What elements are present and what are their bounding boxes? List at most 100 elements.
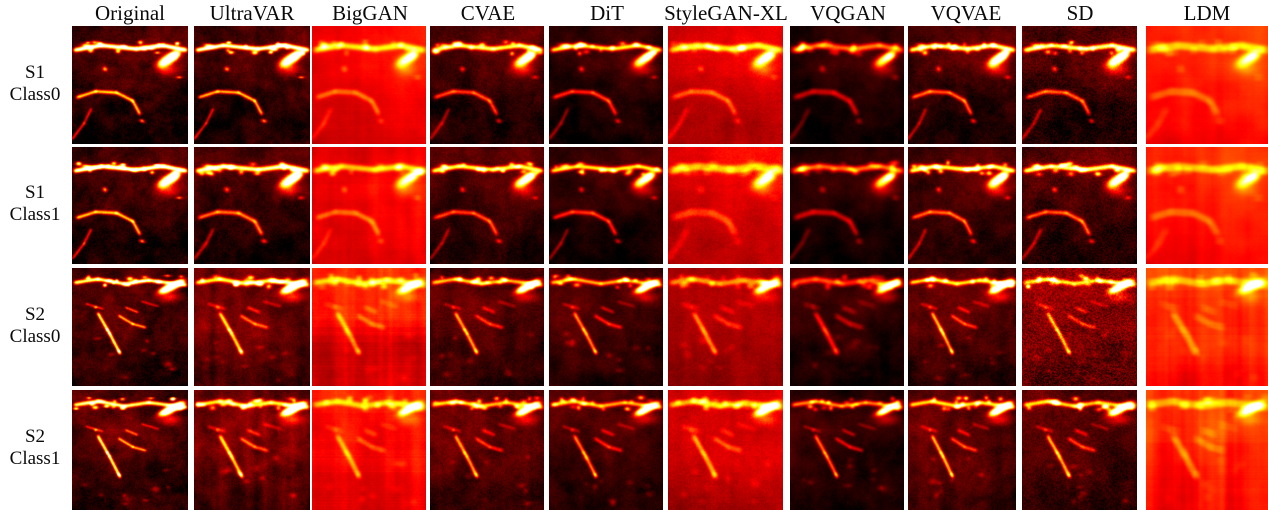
row-label-line2: Class0 [9, 326, 61, 348]
image-cell-s1c1-cvae [430, 147, 544, 264]
column-header-sd: SD [1066, 1, 1094, 25]
column-header-dit: DiT [590, 1, 624, 25]
column-header-ldm: LDM [1183, 1, 1231, 25]
thermal-image-s2c0-ultravar [194, 268, 310, 386]
row-label-s1c0: S1 Class0 [0, 62, 70, 107]
thermal-image-s1c1-original [72, 147, 188, 264]
image-cell-s2c0-ultravar [194, 268, 310, 386]
image-cell-s1c1-vqvae [908, 147, 1016, 264]
row-label-line1: S1 [24, 182, 46, 203]
thermal-image-s2c0-original [72, 268, 188, 386]
thermal-image-s2c1-sd [1022, 390, 1137, 510]
thermal-image-s2c1-cvae [430, 390, 544, 510]
thermal-image-s1c1-sd [1022, 147, 1137, 264]
thermal-image-s2c0-dit [549, 268, 663, 386]
column-header-cvae: CVAE [460, 1, 516, 25]
image-cell-s1c0-styleganxl [668, 26, 783, 144]
thermal-image-s1c0-dit [549, 26, 663, 144]
thermal-image-s2c0-styleganxl [668, 268, 783, 386]
thermal-image-s1c0-biggan [312, 26, 426, 144]
thermal-image-s1c1-vqgan [790, 147, 904, 264]
thermal-image-s2c1-original [72, 390, 188, 510]
image-cell-s1c0-vqvae [908, 26, 1016, 144]
image-cell-s2c0-ldm [1146, 268, 1268, 386]
column-header-vqvae: VQVAE [930, 1, 1002, 25]
thermal-image-s2c1-ldm [1146, 390, 1268, 510]
image-cell-s2c1-vqvae [908, 390, 1016, 510]
thermal-image-s1c0-ldm [1146, 26, 1268, 144]
image-cell-s1c0-dit [549, 26, 663, 144]
column-header-original: Original [95, 1, 165, 25]
column-header-biggan: BigGAN [332, 1, 408, 25]
thermal-image-s1c0-vqvae [908, 26, 1016, 144]
thermal-image-s2c0-biggan [312, 268, 426, 386]
image-cell-s2c0-styleganxl [668, 268, 783, 386]
thermal-image-s2c1-ultravar [194, 390, 310, 510]
image-cell-s2c0-original [72, 268, 188, 386]
thermal-image-s2c1-vqvae [908, 390, 1016, 510]
thermal-image-s1c0-sd [1022, 26, 1137, 144]
thermal-image-s1c1-cvae [430, 147, 544, 264]
image-cell-s1c0-original [72, 26, 188, 144]
image-cell-s2c0-biggan [312, 268, 426, 386]
image-cell-s1c0-sd [1022, 26, 1137, 144]
column-header-ultravar: UltraVAR [209, 1, 295, 25]
image-cell-s2c0-sd [1022, 268, 1137, 386]
thermal-image-s1c0-original [72, 26, 188, 144]
row-label-s1c1: S1 Class1 [0, 182, 70, 227]
image-cell-s1c1-dit [549, 147, 663, 264]
thermal-image-s1c0-styleganxl [668, 26, 783, 144]
image-cell-s2c1-original [72, 390, 188, 510]
thermal-image-s1c1-ultravar [194, 147, 310, 264]
row-label-line2: Class1 [9, 448, 61, 470]
thermal-image-s2c0-cvae [430, 268, 544, 386]
row-label-s2c0: S2 Class0 [0, 304, 70, 349]
image-cell-s2c1-ldm [1146, 390, 1268, 510]
thermal-image-s2c0-sd [1022, 268, 1137, 386]
image-cell-s2c1-biggan [312, 390, 426, 510]
image-cell-s1c0-ultravar [194, 26, 310, 144]
thermal-image-s2c1-vqgan [790, 390, 904, 510]
image-cell-s1c1-styleganxl [668, 147, 783, 264]
thermal-image-s1c0-vqgan [790, 26, 904, 144]
image-cell-s1c0-biggan [312, 26, 426, 144]
image-cell-s2c1-cvae [430, 390, 544, 510]
image-cell-s2c1-ultravar [194, 390, 310, 510]
row-label-line1: S2 [24, 304, 46, 325]
image-cell-s2c0-dit [549, 268, 663, 386]
thermal-image-s2c0-ldm [1146, 268, 1268, 386]
image-cell-s2c1-vqgan [790, 390, 904, 510]
thermal-image-s2c1-dit [549, 390, 663, 510]
image-cell-s2c1-dit [549, 390, 663, 510]
image-cell-s1c1-biggan [312, 147, 426, 264]
thermal-image-s1c1-vqvae [908, 147, 1016, 264]
thermal-image-s1c1-styleganxl [668, 147, 783, 264]
image-cell-s2c1-sd [1022, 390, 1137, 510]
row-label-line2: Class0 [9, 84, 61, 106]
image-cell-s2c0-vqgan [790, 268, 904, 386]
image-cell-s1c0-cvae [430, 26, 544, 144]
column-header-vqgan: VQGAN [810, 1, 886, 25]
row-label-line2: Class1 [9, 204, 61, 226]
image-cell-s2c0-cvae [430, 268, 544, 386]
image-cell-s1c1-vqgan [790, 147, 904, 264]
image-cell-s1c1-ultravar [194, 147, 310, 264]
thermal-image-s1c1-ldm [1146, 147, 1268, 264]
thermal-image-s2c0-vqgan [790, 268, 904, 386]
thermal-image-s2c1-styleganxl [668, 390, 783, 510]
image-cell-s2c1-styleganxl [668, 390, 783, 510]
image-cell-s1c0-vqgan [790, 26, 904, 144]
row-label-line1: S2 [24, 426, 46, 447]
thermal-image-s2c0-vqvae [908, 268, 1016, 386]
column-header-styleganxl: StyleGAN-XL [664, 1, 788, 25]
image-cell-s2c0-vqvae [908, 268, 1016, 386]
thermal-image-s1c0-ultravar [194, 26, 310, 144]
image-cell-s1c1-original [72, 147, 188, 264]
image-cell-s1c0-ldm [1146, 26, 1268, 144]
thermal-image-s2c1-biggan [312, 390, 426, 510]
image-cell-s1c1-ldm [1146, 147, 1268, 264]
thermal-image-s1c1-dit [549, 147, 663, 264]
row-label-line1: S1 [24, 62, 46, 83]
image-cell-s1c1-sd [1022, 147, 1137, 264]
